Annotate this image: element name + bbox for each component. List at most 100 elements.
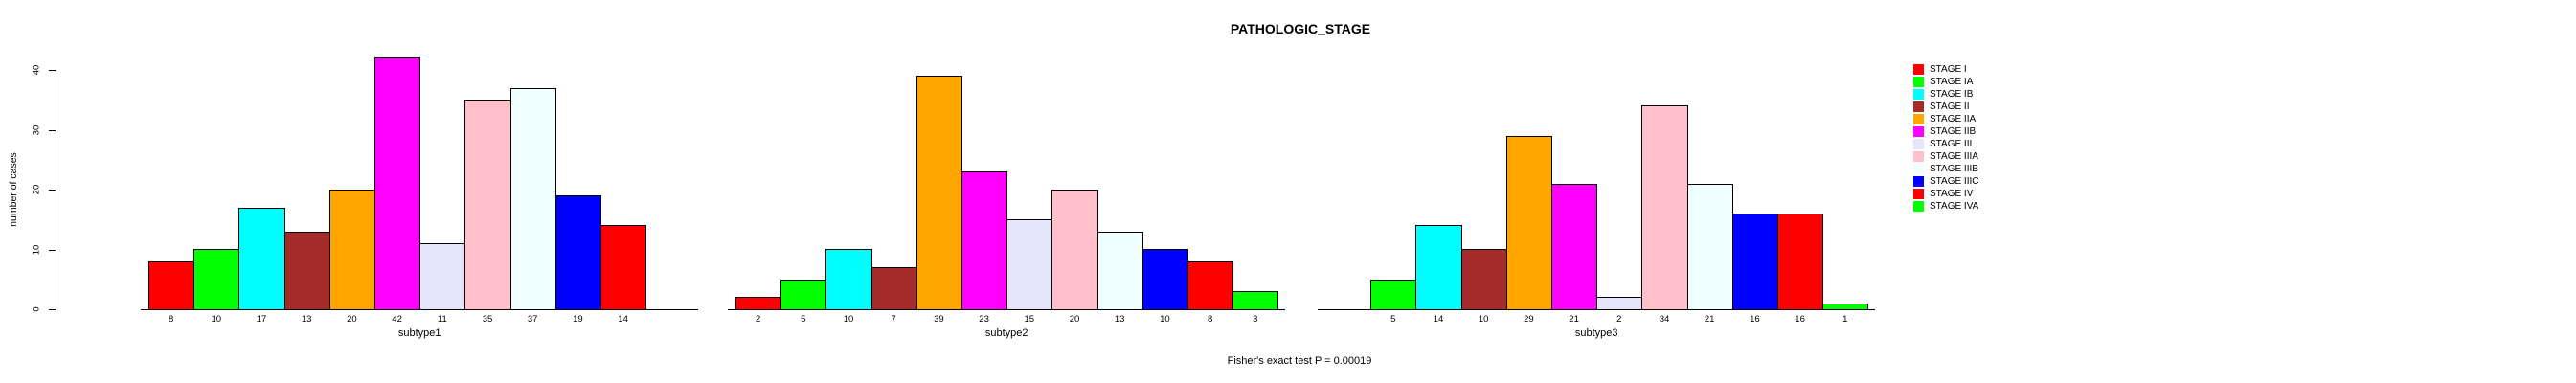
bar-value-label: 8 xyxy=(168,314,174,325)
bar-subtype3-stage-iib xyxy=(1551,184,1597,310)
x-axis-label-subtype1: subtype1 xyxy=(397,327,441,339)
bar-subtype1-stage-iii xyxy=(419,243,465,310)
bar-subtype2-stage-iiib xyxy=(1097,232,1143,310)
bar-subtype2-stage-iia xyxy=(916,76,962,310)
bar-subtype2-stage-iva xyxy=(1232,291,1278,310)
legend-label-stage-ii: STAGE II xyxy=(1930,101,1970,112)
bar-value-label: 16 xyxy=(1795,314,1805,325)
x-axis-label-subtype2: subtype2 xyxy=(984,327,1028,339)
bar-subtype2-stage-iib xyxy=(961,171,1007,310)
bar-subtype1-stage-iib xyxy=(374,57,420,310)
bar-subtype1-stage-iiib xyxy=(510,88,556,310)
bar-subtype1-stage-iiia xyxy=(464,100,511,310)
legend-label-stage-i: STAGE I xyxy=(1930,64,1967,75)
bar-subtype1-stage-i xyxy=(148,261,194,310)
y-axis-tick-label: 40 xyxy=(31,64,42,76)
bar-subtype1-stage-iv xyxy=(600,225,646,310)
bar-value-label: 13 xyxy=(1114,314,1125,325)
chart-title: PATHOLOGIC_STAGE xyxy=(1230,21,1371,36)
bar-subtype3-stage-iva xyxy=(1822,304,1868,310)
bar-value-label: 7 xyxy=(891,314,896,325)
bar-subtype1-stage-iia xyxy=(329,190,375,310)
legend-label-stage-iia: STAGE IIA xyxy=(1930,114,1977,124)
legend-label-stage-iiia: STAGE IIIA xyxy=(1930,151,1978,162)
y-axis-tick xyxy=(49,249,56,251)
bar-subtype2-stage-iii xyxy=(1006,219,1052,310)
bar-subtype1-stage-iiic xyxy=(555,195,601,310)
y-axis-tick xyxy=(49,70,56,71)
legend-label-stage-iiib: STAGE IIIB xyxy=(1930,164,1978,174)
y-axis-tick-label: 30 xyxy=(31,124,42,135)
bar-subtype3-stage-iiia xyxy=(1641,105,1688,310)
bar-value-label: 19 xyxy=(573,314,583,325)
legend-label-stage-iii: STAGE III xyxy=(1930,139,1973,149)
bar-value-label: 14 xyxy=(1433,314,1444,325)
bar-value-label: 2 xyxy=(755,314,761,325)
bar-subtype1-stage-ib xyxy=(238,208,285,310)
bar-subtype3-stage-ia xyxy=(1370,280,1416,310)
fisher-test-annotation: Fisher's exact test P = 0.00019 xyxy=(1227,355,1372,367)
legend-label-stage-iiic: STAGE IIIC xyxy=(1930,176,1979,187)
bar-value-label: 23 xyxy=(979,314,989,325)
bar-value-label: 2 xyxy=(1616,314,1622,325)
x-axis-label-subtype3: subtype3 xyxy=(1574,327,1618,339)
bar-value-label: 21 xyxy=(1569,314,1579,325)
bar-value-label: 10 xyxy=(211,314,222,325)
bar-value-label: 17 xyxy=(256,314,267,325)
bar-subtype1-stage-ia xyxy=(193,249,239,310)
bar-subtype3-stage-iv xyxy=(1777,214,1823,310)
bar-subtype3-stage-ii xyxy=(1461,249,1507,310)
legend-swatch-stage-ib xyxy=(1913,89,1924,100)
bar-value-label: 5 xyxy=(801,314,806,325)
legend-swatch-stage-iib xyxy=(1913,126,1924,137)
y-axis-tick-label: 10 xyxy=(31,244,42,255)
legend-label-stage-iib: STAGE IIB xyxy=(1930,126,1977,137)
bar-value-label: 42 xyxy=(392,314,402,325)
bar-value-label: 29 xyxy=(1524,314,1534,325)
bar-value-label: 34 xyxy=(1659,314,1670,325)
bar-value-label: 14 xyxy=(618,314,628,325)
y-axis-tick xyxy=(49,129,56,131)
bar-subtype2-stage-ia xyxy=(780,280,826,310)
legend-swatch-stage-i xyxy=(1913,64,1924,75)
legend-swatch-stage-iiib xyxy=(1913,164,1924,174)
y-axis-tick xyxy=(49,309,56,310)
bar-subtype3-stage-iii xyxy=(1596,297,1642,310)
bar-subtype2-stage-ii xyxy=(871,267,917,310)
bar-value-label: 39 xyxy=(934,314,944,325)
legend-label-stage-ib: STAGE IB xyxy=(1930,89,1974,100)
legend-swatch-stage-ii xyxy=(1913,101,1924,112)
y-axis-tick xyxy=(49,190,56,191)
legend-swatch-stage-iii xyxy=(1913,139,1924,149)
legend-label-stage-iv: STAGE IV xyxy=(1930,189,1974,199)
bar-subtype3-stage-ib xyxy=(1415,225,1462,310)
bar-value-label: 10 xyxy=(1160,314,1170,325)
bar-subtype1-stage-ii xyxy=(284,232,330,310)
bar-value-label: 20 xyxy=(347,314,357,325)
bar-value-label: 5 xyxy=(1390,314,1396,325)
bar-value-label: 16 xyxy=(1750,314,1760,325)
bar-subtype2-stage-ib xyxy=(825,249,872,310)
bar-value-label: 13 xyxy=(301,314,312,325)
y-axis-tick-label: 20 xyxy=(31,184,42,195)
legend-swatch-stage-iiic xyxy=(1913,176,1924,187)
bar-value-label: 11 xyxy=(437,314,447,325)
bar-subtype2-stage-iiia xyxy=(1051,190,1098,310)
y-axis-label: number of cases xyxy=(8,152,19,227)
bar-subtype3-stage-iiib xyxy=(1687,184,1733,310)
legend-swatch-stage-iva xyxy=(1913,201,1924,212)
legend-swatch-stage-iia xyxy=(1913,114,1924,124)
bar-value-label: 3 xyxy=(1253,314,1258,325)
legend-label-stage-ia: STAGE IA xyxy=(1930,77,1974,87)
bar-value-label: 10 xyxy=(843,314,854,325)
bar-subtype2-stage-i xyxy=(735,297,781,310)
bar-subtype2-stage-iiic xyxy=(1142,249,1188,310)
bar-subtype3-stage-iiic xyxy=(1732,214,1778,310)
bar-value-label: 35 xyxy=(482,314,493,325)
legend-swatch-stage-ia xyxy=(1913,77,1924,87)
bar-value-label: 15 xyxy=(1024,314,1035,325)
legend-swatch-stage-iiia xyxy=(1913,151,1924,162)
bar-value-label: 20 xyxy=(1069,314,1080,325)
bar-subtype2-stage-iv xyxy=(1187,261,1233,310)
legend-swatch-stage-iv xyxy=(1913,189,1924,199)
